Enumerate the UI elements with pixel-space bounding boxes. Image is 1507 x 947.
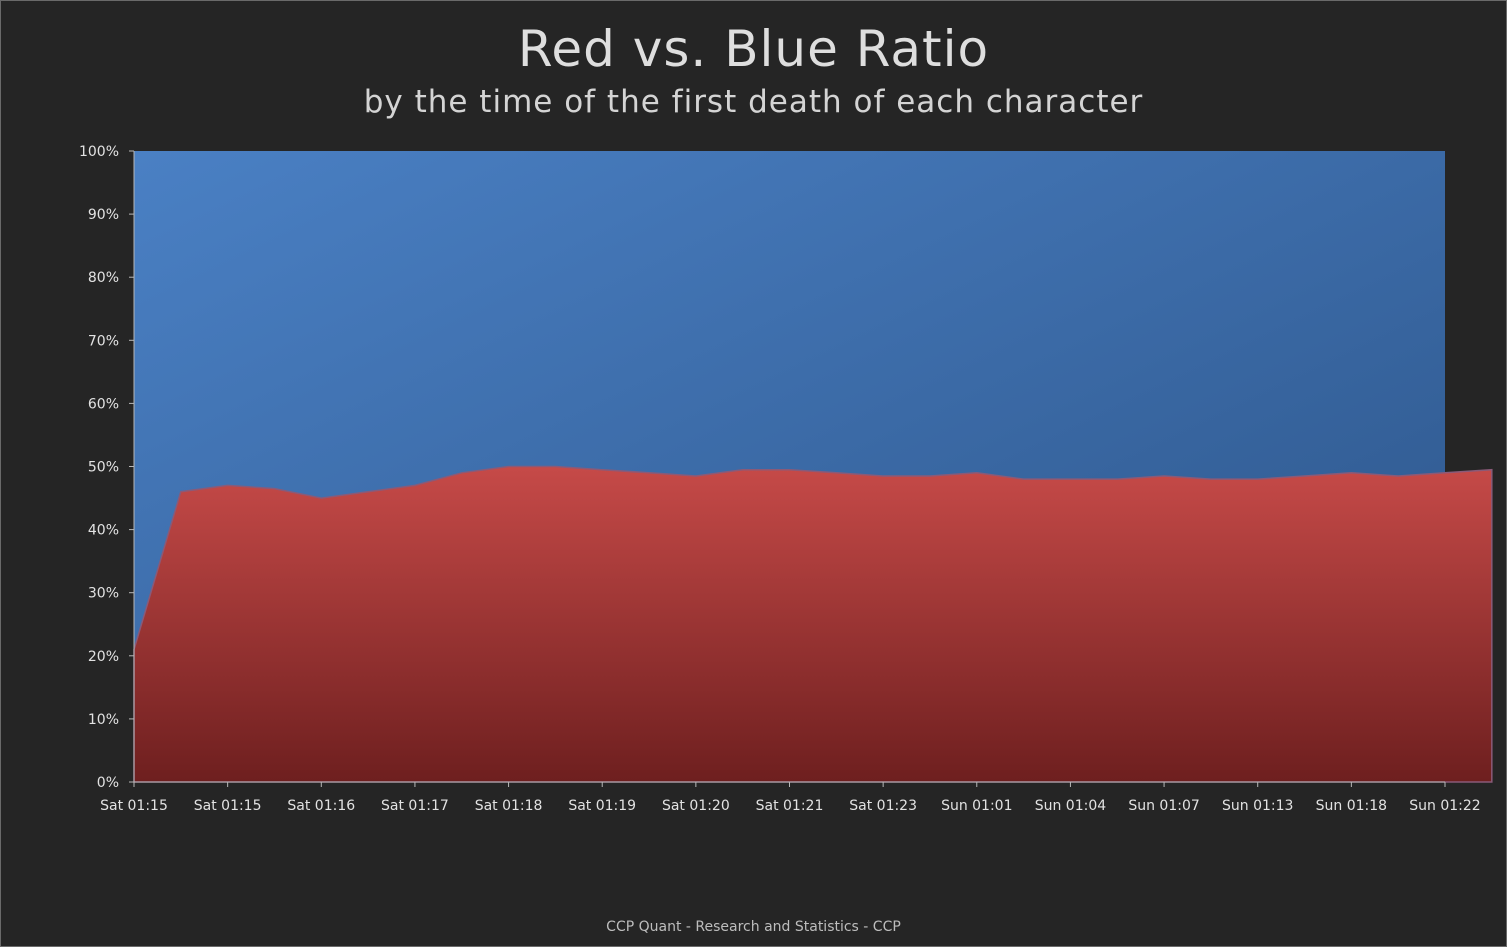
x-tick-label: Sat 01:18 [475,798,543,814]
x-tick-label: Sat 01:15 [194,798,262,814]
y-tick-label: 80% [88,270,119,286]
y-tick-label: 90% [88,207,119,223]
chart-subtitle: by the time of the first death of each c… [363,84,1144,120]
chart-title: Red vs. Blue Ratio [517,20,990,78]
x-tick-label: Sat 01:20 [662,798,730,814]
y-tick-label: 20% [88,649,119,665]
x-tick-label: Sun 01:13 [1222,798,1293,814]
chart-footer: CCP Quant - Research and Statistics - CC… [606,919,901,935]
x-tick-label: Sat 01:15 [100,798,168,814]
x-tick-label: Sun 01:07 [1128,798,1199,814]
series-red-area [133,465,1493,783]
y-tick-label: 60% [88,396,119,412]
y-tick-label: 30% [88,586,119,602]
x-tick-label: Sat 01:19 [568,798,636,814]
y-tick-label: 50% [88,460,119,476]
y-tick-label: 40% [88,523,119,539]
y-tick-label: 10% [88,712,119,728]
y-tick-label: 70% [88,333,119,349]
y-tick-label: 0% [97,775,119,791]
x-tick-label: Sun 01:04 [1035,798,1107,814]
x-tick-label: Sat 01:17 [381,798,449,814]
y-tick-label: 100% [79,144,119,160]
x-tick-label: Sun 01:22 [1409,798,1480,814]
x-tick-label: Sun 01:18 [1316,798,1387,814]
x-tick-label: Sat 01:21 [756,798,824,814]
x-tick-label: Sat 01:23 [849,798,917,814]
x-tick-label: Sun 01:01 [941,798,1012,814]
x-tick-label: Sat 01:16 [287,798,355,814]
